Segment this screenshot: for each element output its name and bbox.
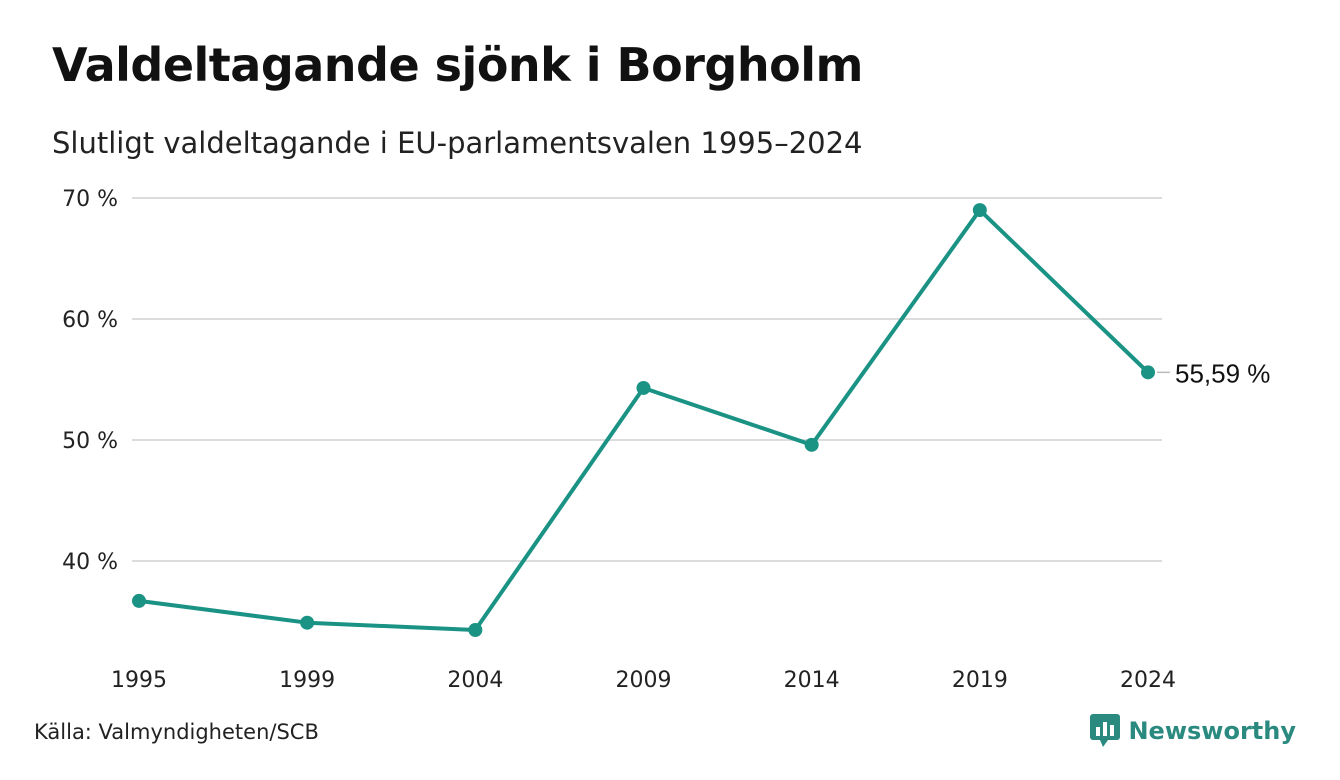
chart-title: Valdeltagande sjönk i Borgholm (52, 38, 863, 92)
chart-subtitle: Slutligt valdeltagande i EU-parlamentsva… (52, 126, 863, 160)
series-line (137, 208, 1150, 632)
label-layer: 55,59 % (1157, 358, 1270, 388)
x-tick-label: 2009 (616, 668, 672, 693)
data-point (972, 203, 987, 218)
data-point (300, 615, 315, 630)
grid-lines (132, 197, 1162, 562)
data-point (132, 593, 146, 608)
bar-chart-speech-icon (1090, 714, 1121, 747)
newsworthy-logo: Newsworthy (1090, 714, 1296, 748)
y-tick-label: 50 % (62, 429, 118, 454)
x-tick-label: 2019 (952, 668, 1008, 693)
x-tick-label: 2014 (784, 668, 840, 693)
brand-name: Newsworthy (1128, 717, 1296, 745)
x-tick-label: 1999 (279, 668, 335, 693)
y-axis: 40 % 50 % 60 % 70 % (62, 187, 118, 575)
data-point (804, 437, 819, 452)
y-tick-label: 40 % (62, 550, 118, 575)
y-tick-label: 60 % (62, 308, 118, 333)
source-note: Källa: Valmyndigheten/SCB (34, 720, 319, 744)
x-tick-label: 2024 (1120, 668, 1176, 693)
data-point (636, 380, 651, 395)
y-tick-label: 70 % (62, 187, 118, 212)
x-tick-label: 2004 (447, 668, 503, 693)
x-axis: 1995 1999 2004 2009 2014 2019 2024 (111, 668, 1176, 693)
x-tick-label: 1995 (111, 668, 167, 693)
series-layer (132, 203, 1155, 637)
end-value-label: 55,59 % (1175, 358, 1270, 388)
data-point (468, 622, 483, 637)
data-point (1141, 365, 1155, 380)
